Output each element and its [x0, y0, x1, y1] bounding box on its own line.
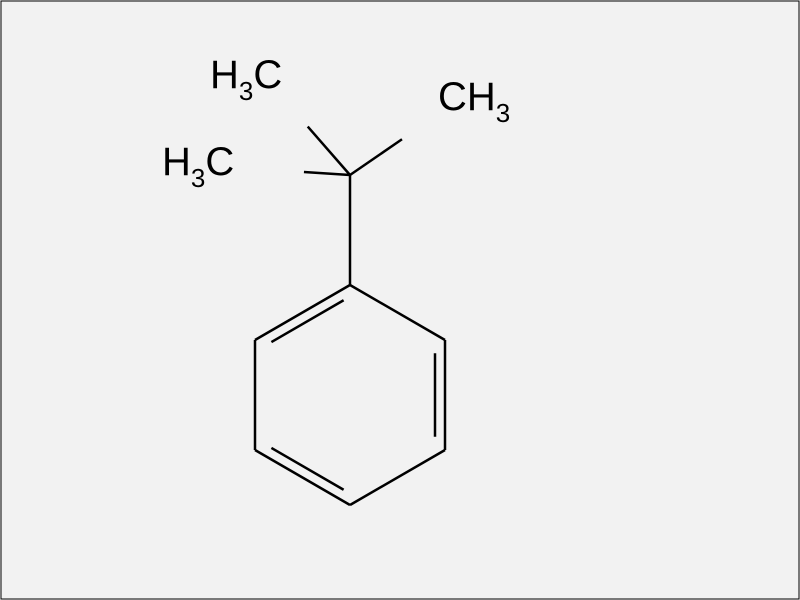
bond — [350, 139, 402, 175]
frame-border — [1, 1, 799, 599]
labels-group: H3C CH3 H3C — [162, 53, 510, 193]
bond — [255, 285, 350, 340]
bond — [255, 450, 350, 505]
atom-label-m2: CH3 — [438, 75, 510, 128]
bond — [350, 450, 445, 505]
atom-label-m1: H3C — [210, 53, 282, 106]
bonds-group — [255, 127, 445, 505]
bond — [308, 127, 350, 175]
bond — [271, 448, 343, 490]
bond — [304, 172, 350, 175]
bond — [350, 285, 445, 340]
atom-label-m3: H3C — [162, 140, 234, 193]
bond — [271, 300, 343, 342]
chemical-structure-diagram: H3C CH3 H3C — [0, 0, 800, 600]
